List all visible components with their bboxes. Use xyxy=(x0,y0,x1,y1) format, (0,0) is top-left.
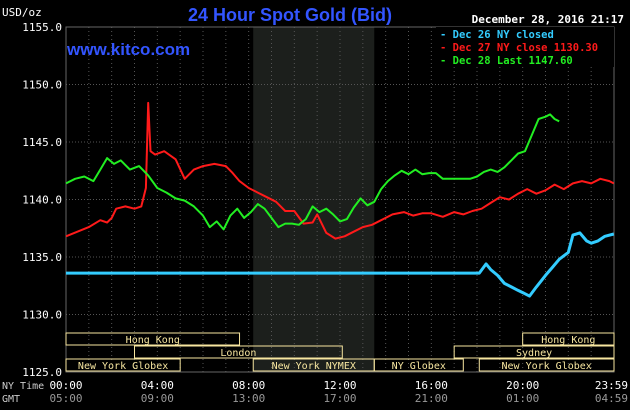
session-box xyxy=(453,345,615,359)
x-tick-ny: 20:00 xyxy=(506,379,539,392)
y-tick-label: 1135.0 xyxy=(22,251,62,264)
trading-sessions: Hong Kong Hong Kong London Sydney New York G… xyxy=(65,332,615,372)
x-tick-gmt: 04:59 xyxy=(595,392,628,405)
session-box xyxy=(478,358,615,372)
y-tick-label: 1125.0 xyxy=(22,366,62,379)
chart-title: 24 Hour Spot Gold (Bid) xyxy=(188,5,392,25)
session-label: Hong Kong xyxy=(126,335,180,346)
ny-time-label: NY Time xyxy=(2,381,44,392)
y-tick-label: 1150.0 xyxy=(22,79,62,92)
session-label: New York Globex xyxy=(501,361,591,372)
session-label: London xyxy=(220,348,256,359)
y-tick-label: 1155.0 xyxy=(22,21,62,34)
session-box xyxy=(373,358,464,372)
session-box xyxy=(65,332,241,346)
x-tick-ny: 08:00 xyxy=(232,379,265,392)
x-tick-gmt: 09:00 xyxy=(141,392,174,405)
y-tick-label: 1140.0 xyxy=(22,194,62,207)
session-label: Hong Kong xyxy=(541,335,595,346)
session-label: NY Globex xyxy=(392,361,446,372)
session-box xyxy=(134,345,343,359)
session-box xyxy=(522,332,615,346)
session-label: New York NYMEX xyxy=(272,361,356,372)
x-tick-ny: 12:00 xyxy=(323,379,356,392)
series-lines xyxy=(65,101,615,298)
legend-background xyxy=(436,27,614,67)
series-dec27-line xyxy=(65,101,615,240)
series-dec26-line xyxy=(66,231,615,298)
x-tick-gmt: 17:00 xyxy=(323,392,356,405)
y-tick-label: 1145.0 xyxy=(22,136,62,149)
gmt-label: GMT xyxy=(2,394,20,405)
legend-entry: - Dec 27 NY close 1130.30 xyxy=(440,42,598,54)
watermark: www.kitco.com xyxy=(66,40,190,59)
session-label: New York Globex xyxy=(78,361,168,372)
x-tick-gmt: 05:00 xyxy=(49,392,82,405)
x-tick-ny: 16:00 xyxy=(415,379,448,392)
series-dec28-line xyxy=(65,113,560,231)
y-tick-label: 1130.0 xyxy=(22,309,62,322)
session-label: Sydney xyxy=(516,348,552,359)
x-tick-gmt: 13:00 xyxy=(232,392,265,405)
x-tick-ny: 23:59 xyxy=(595,379,628,392)
plot-frame xyxy=(65,26,615,373)
legend-entry: - Dec 26 NY closed xyxy=(440,29,554,41)
legend: - Dec 26 NY closed- Dec 27 NY close 1130… xyxy=(436,27,614,67)
x-tick-ny: 04:00 xyxy=(141,379,174,392)
y-unit-label: USD/oz xyxy=(2,6,42,19)
legend-entry: - Dec 28 Last 1147.60 xyxy=(440,55,573,67)
chart-datetime: December 28, 2016 21:17 xyxy=(472,13,624,26)
y-axis-ticks: 1125.0 1130.0 1135.0 1140.0 1145.0 1150.0 1155… xyxy=(22,21,62,379)
session-box xyxy=(65,358,181,372)
x-tick-gmt: 01:00 xyxy=(506,392,539,405)
x-tick-ny: 00:00 xyxy=(49,379,82,392)
x-tick-gmt: 21:00 xyxy=(415,392,448,405)
